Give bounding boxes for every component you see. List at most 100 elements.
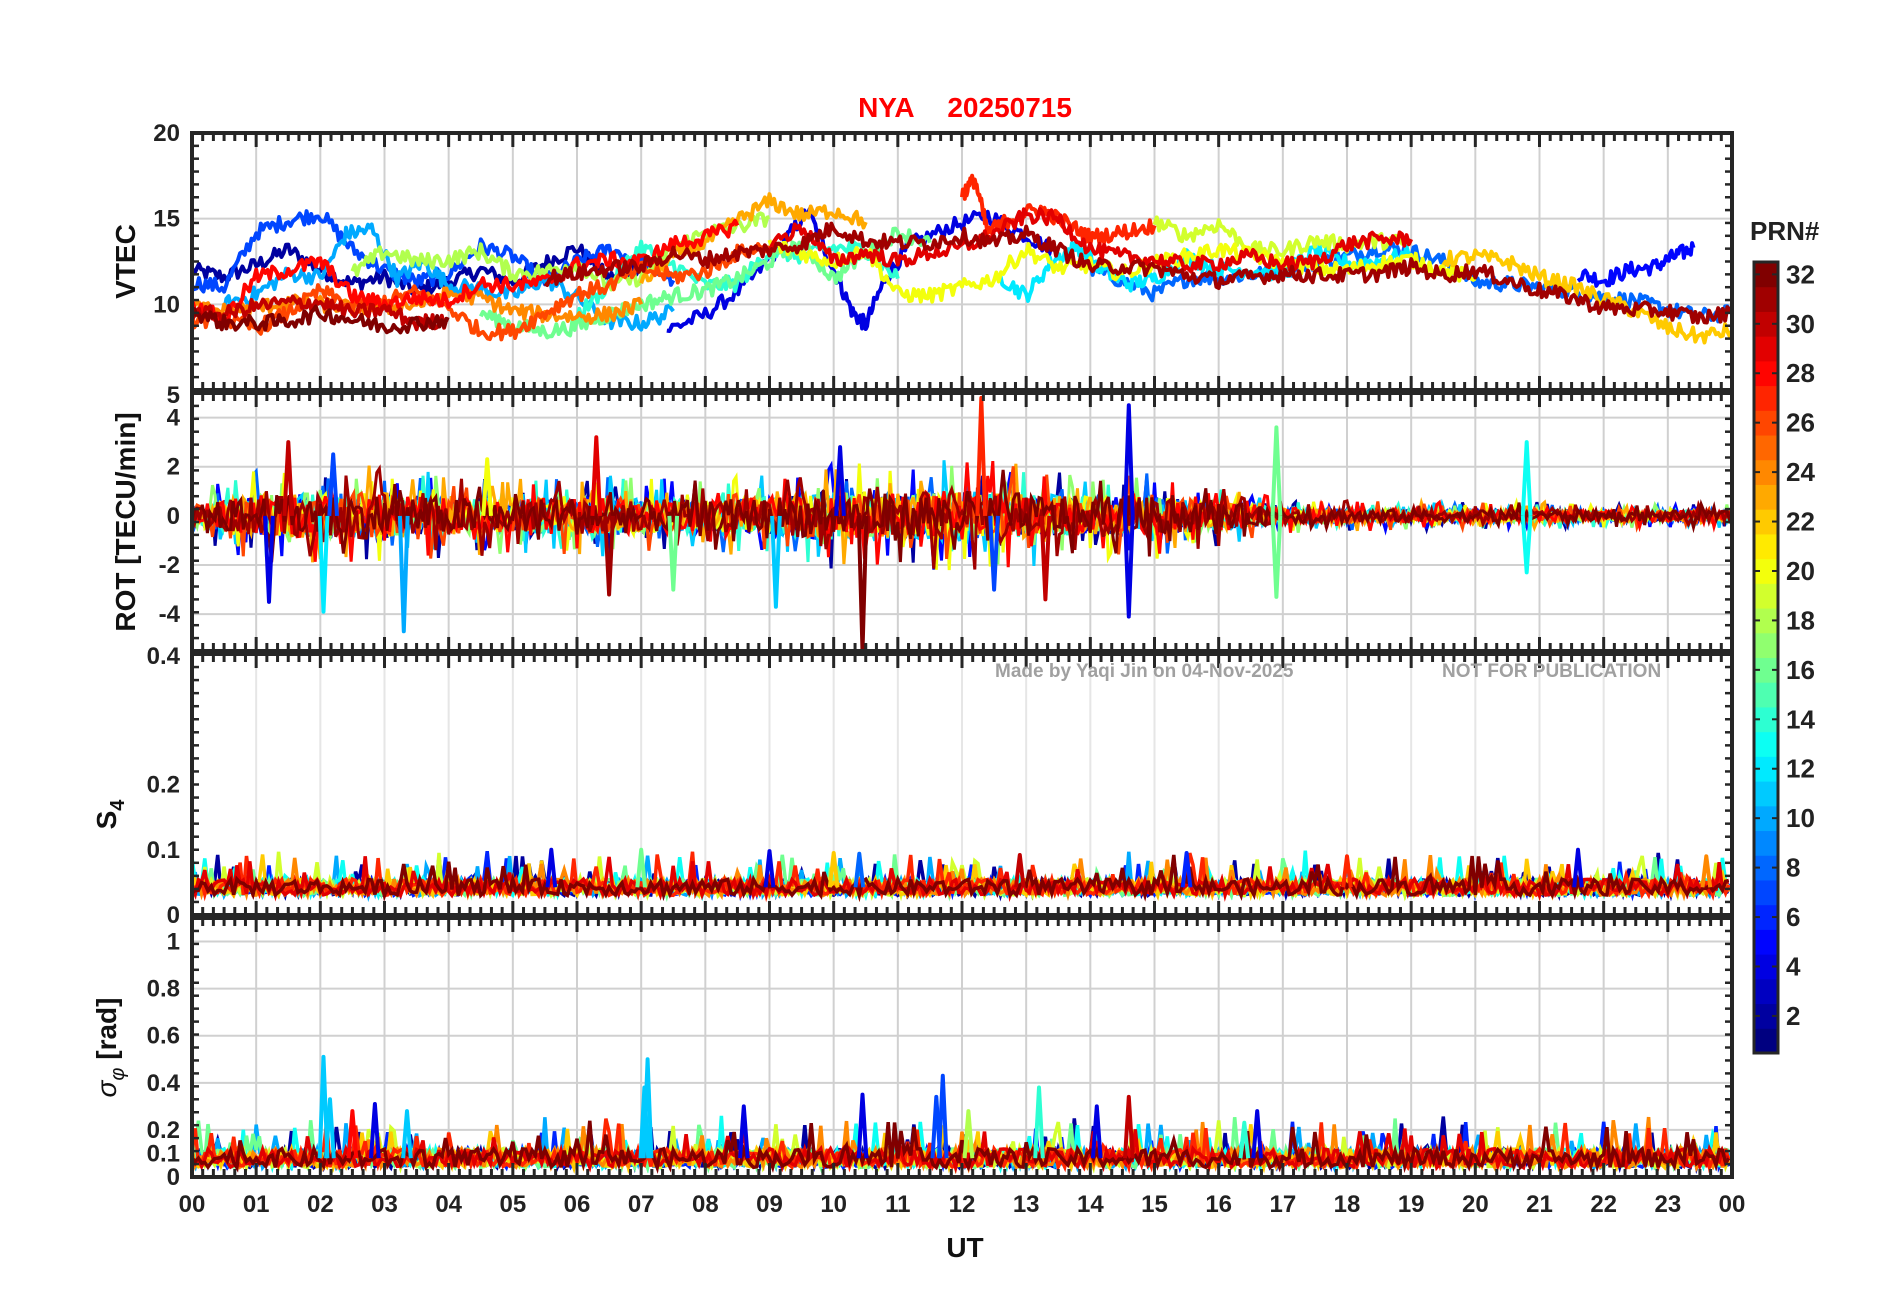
y-tick-label-top-rot: 5 (167, 382, 180, 409)
x-tick-label: 13 (1013, 1191, 1040, 1218)
spike-prn-30 (282, 440, 295, 517)
colorbar-tick-label: 4 (1786, 951, 1801, 981)
series-line-prn-31 (192, 464, 1732, 570)
spike-prn-31 (603, 515, 615, 597)
colorbar-tick-label: 28 (1786, 358, 1815, 388)
colorbar-segment (1754, 286, 1778, 312)
spike-prn-4 (856, 1092, 869, 1159)
colorbar-tick-label: 2 (1786, 1001, 1800, 1031)
y-tick-label-sigma_phi: 0.8 (147, 976, 180, 1003)
spike-prn-11 (324, 1097, 336, 1159)
colorbar-tick-label: 22 (1786, 507, 1815, 537)
x-tick-label: 05 (499, 1191, 526, 1218)
y-axis-label-sigma_phi: σφ [rad] (91, 998, 129, 1098)
colorbar-segment (1754, 978, 1778, 1005)
series-line-prn-23 (639, 192, 868, 284)
spike-prn-7 (988, 515, 1000, 592)
series-line-prn-32 (192, 854, 1730, 903)
spike-prn-24 (1700, 854, 1713, 888)
x-tick-label: 19 (1398, 1191, 1425, 1218)
colorbar-segment (1754, 830, 1778, 856)
watermark-notice: NOT FOR PUBLICATION (1442, 661, 1661, 682)
spike-prn-8 (853, 851, 866, 888)
spike-prn-13 (1520, 440, 1533, 517)
x-tick-label: 16 (1205, 1191, 1232, 1218)
y-tick-label-vtec: 15 (153, 206, 180, 233)
y-tick-label-rot: 0 (167, 503, 180, 530)
x-tick-label: 20 (1462, 1191, 1489, 1218)
y-tick-label-rot: -4 (159, 601, 181, 628)
series-line-prn-32 (192, 304, 450, 335)
x-tick-label: 18 (1334, 1191, 1361, 1218)
x-tick-label: 00 (179, 1191, 206, 1218)
series-line-prn-5 (1576, 241, 1696, 288)
x-tick-label: 08 (692, 1191, 719, 1218)
series-line-prn-10 (222, 222, 675, 332)
colorbar-segment (1754, 533, 1778, 560)
spike-prn-13 (1520, 515, 1533, 575)
x-tick-label: 11 (885, 1191, 910, 1218)
y-axis-label-s4: S4 (91, 799, 129, 830)
spike-prn-4 (1123, 403, 1135, 516)
colorbar-segment (1754, 879, 1778, 906)
colorbar-tick-label: 12 (1786, 754, 1815, 784)
spike-prn-7 (327, 452, 339, 517)
spike-prn-4 (1572, 847, 1584, 888)
series-line-prn-30 (192, 294, 450, 332)
spike-prn-4 (1251, 1109, 1263, 1159)
spike-prn-4 (263, 515, 275, 604)
series-line-prn-31 (543, 221, 1732, 325)
colorbar-tick-label: 26 (1786, 408, 1815, 438)
x-tick-label: 14 (1077, 1191, 1104, 1218)
chart-title: NYA 20250715 (858, 92, 1072, 123)
title-station: NYA (858, 92, 914, 123)
spike-prn-29 (590, 435, 603, 516)
spike-prn-16 (667, 515, 680, 592)
x-tick-label: 17 (1269, 1191, 1296, 1218)
colorbar-segment (1754, 632, 1778, 658)
colorbar-tick-label: 18 (1786, 605, 1815, 635)
colorbar-tick-label: 8 (1786, 853, 1800, 883)
series-line-prn-12 (998, 241, 1413, 303)
colorbar-tick-label: 10 (1786, 803, 1815, 833)
x-axis-label: UT (946, 1232, 983, 1263)
spike-prn-7 (930, 1094, 943, 1159)
series-line-prn-29 (192, 856, 1729, 903)
spike-prn-4 (1090, 1104, 1103, 1159)
spike-prn-11 (770, 515, 782, 609)
colorbar-tick-label: 24 (1786, 457, 1815, 487)
y-axis-label-rot: ROT [TECU/min] (110, 412, 141, 631)
spike-prn-20 (481, 457, 493, 517)
series-line-prn-32 (192, 469, 1732, 563)
spike-prn-28 (346, 1109, 359, 1159)
y-tick-label-rot: 2 (167, 454, 180, 481)
x-tick-label: 22 (1590, 1191, 1617, 1218)
series-line-prn-27 (960, 173, 1157, 247)
x-tick-label: 04 (435, 1191, 462, 1218)
y-tick-label-s4: 0.1 (147, 837, 180, 864)
y-tick-label-sigma_phi: 1 (167, 929, 180, 956)
series-line-prn-26 (192, 242, 772, 342)
colorbar-label: PRN# (1750, 216, 1820, 246)
spike-prn-30 (1013, 853, 1026, 888)
spike-prn-16 (635, 847, 647, 888)
series-line-prn-29 (767, 207, 1414, 274)
x-tick-label: 00 (1719, 1191, 1746, 1218)
x-tick-label: 07 (628, 1191, 655, 1218)
x-tick-label: 12 (949, 1191, 976, 1218)
spike-prn-14 (1033, 1085, 1045, 1159)
x-tick-label: 09 (756, 1191, 783, 1218)
spike-prn-32 (856, 515, 869, 651)
y-tick-label-s4: 0.2 (147, 772, 180, 799)
colorbar-tick-label: 16 (1786, 655, 1815, 685)
series-line-prn-7 (192, 209, 676, 294)
series-line-prn-18 (350, 211, 771, 292)
x-tick-label: 02 (307, 1191, 334, 1218)
spike-prn-27 (1341, 854, 1353, 888)
colorbar-frame (1752, 260, 1780, 1055)
y-tick-label-sigma_phi: 0 (167, 1164, 180, 1191)
spike-prn-4 (763, 849, 776, 888)
colorbar-segment (1754, 435, 1778, 461)
colorbar-segment (1754, 682, 1778, 708)
y-tick-label-sigma_phi: 0.2 (147, 1117, 180, 1144)
